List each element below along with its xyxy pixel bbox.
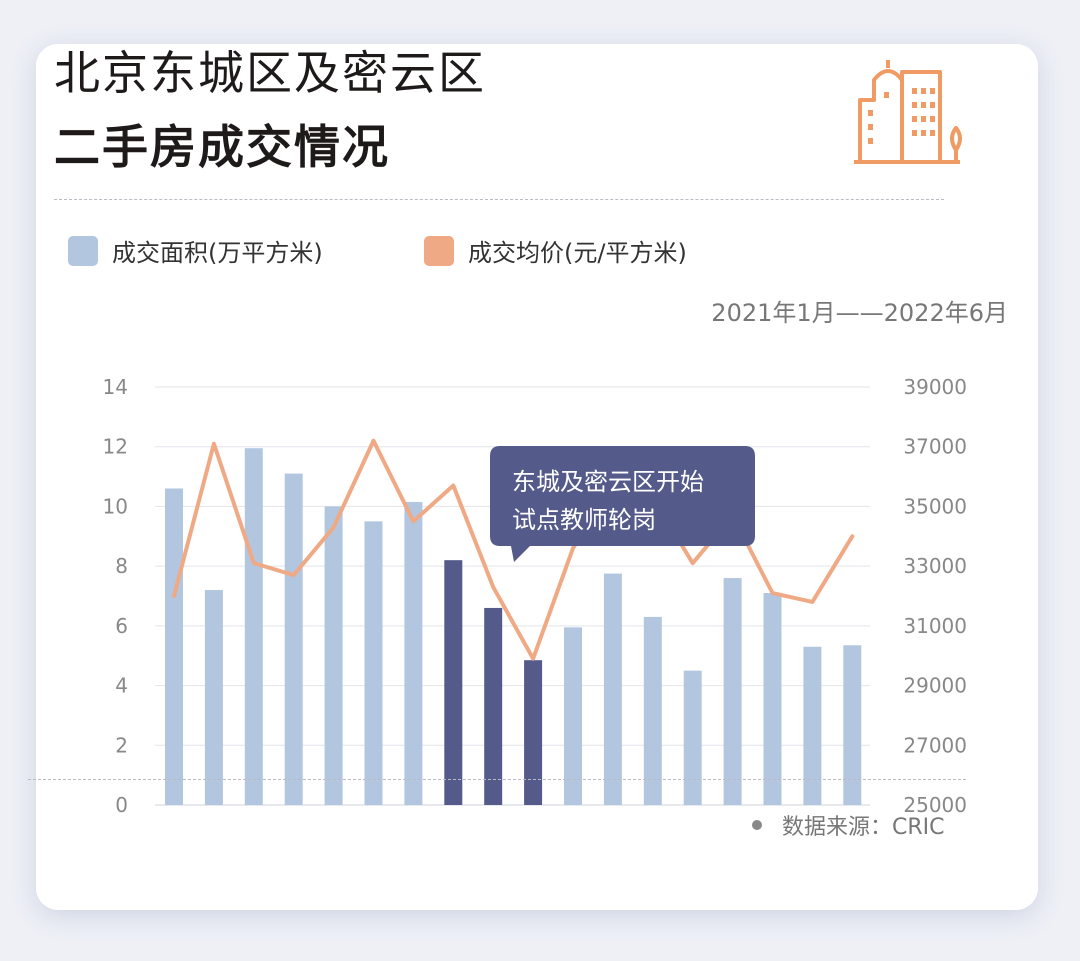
source-text: 数据来源：CRIC — [782, 815, 945, 840]
bottom-divider — [28, 779, 966, 780]
y-right-tick-label: 25000 — [903, 793, 967, 817]
bar-2021-11 — [564, 627, 582, 805]
y-left-tick-label: 6 — [115, 614, 128, 638]
bar-2022-02 — [683, 670, 702, 805]
buildings-icon — [854, 60, 962, 164]
y-left-tick-label: 10 — [103, 494, 128, 518]
y-left-tick-label: 14 — [103, 375, 128, 399]
bar-2022-04 — [763, 593, 782, 805]
bar-2022-01 — [643, 616, 662, 805]
chart-title-line2: 二手房成交情况 — [54, 120, 390, 174]
bar-2021-08 — [444, 560, 463, 805]
y-left-tick-label: 4 — [115, 674, 128, 698]
y-left-tick-label: 0 — [115, 793, 128, 817]
y-right-tick-label: 39000 — [903, 375, 967, 399]
bar-2021-05 — [324, 506, 343, 805]
bar-2021-04 — [284, 473, 303, 805]
y-right-tick-label: 31000 — [903, 614, 967, 638]
y-right-tick-label: 33000 — [903, 554, 967, 578]
bar-2021-01 — [165, 488, 183, 805]
y-right-tick-label: 37000 — [903, 435, 967, 459]
bar-2022-05 — [803, 646, 822, 805]
legend-label-area: 成交面积(万平方米) — [112, 239, 323, 267]
annotation-text-line1: 东城及密云区开始 — [512, 468, 704, 496]
legend-swatch-area — [68, 235, 98, 266]
legend-price: 成交均价(元/平方米) — [424, 233, 687, 268]
legend-swatch-price — [424, 235, 454, 266]
top-divider — [54, 199, 944, 200]
period-label: 2021年1月——2022年6月 — [711, 299, 1008, 327]
bar-2022-06 — [843, 645, 862, 805]
y-right-tick-label: 27000 — [903, 733, 967, 757]
y-right-tick-label: 29000 — [903, 674, 967, 698]
bar-2021-03 — [244, 448, 263, 805]
legend-label-price: 成交均价(元/平方米) — [468, 239, 687, 267]
source-note: 数据来源：CRIC — [752, 809, 945, 841]
y-left-tick-label: 12 — [103, 435, 128, 459]
bar-2021-06 — [364, 521, 383, 805]
bar-2021-07 — [404, 501, 423, 805]
bar-2021-12 — [603, 573, 622, 805]
chart-title-line1: 北京东城区及密云区 — [54, 46, 486, 100]
annotation-callout-box — [490, 446, 755, 562]
legend-area: 成交面积(万平方米) — [68, 233, 323, 268]
y-right-tick-label: 35000 — [903, 494, 967, 518]
annotation-text-line2: 试点教师轮岗 — [512, 506, 656, 534]
bullet-icon — [752, 820, 762, 830]
y-left-tick-label: 2 — [115, 733, 128, 757]
bar-2022-03 — [723, 578, 742, 805]
bar-2021-10 — [524, 660, 543, 805]
y-left-tick-label: 8 — [115, 554, 128, 578]
bar-2021-09 — [484, 607, 503, 805]
bar-2021-02 — [204, 590, 223, 805]
